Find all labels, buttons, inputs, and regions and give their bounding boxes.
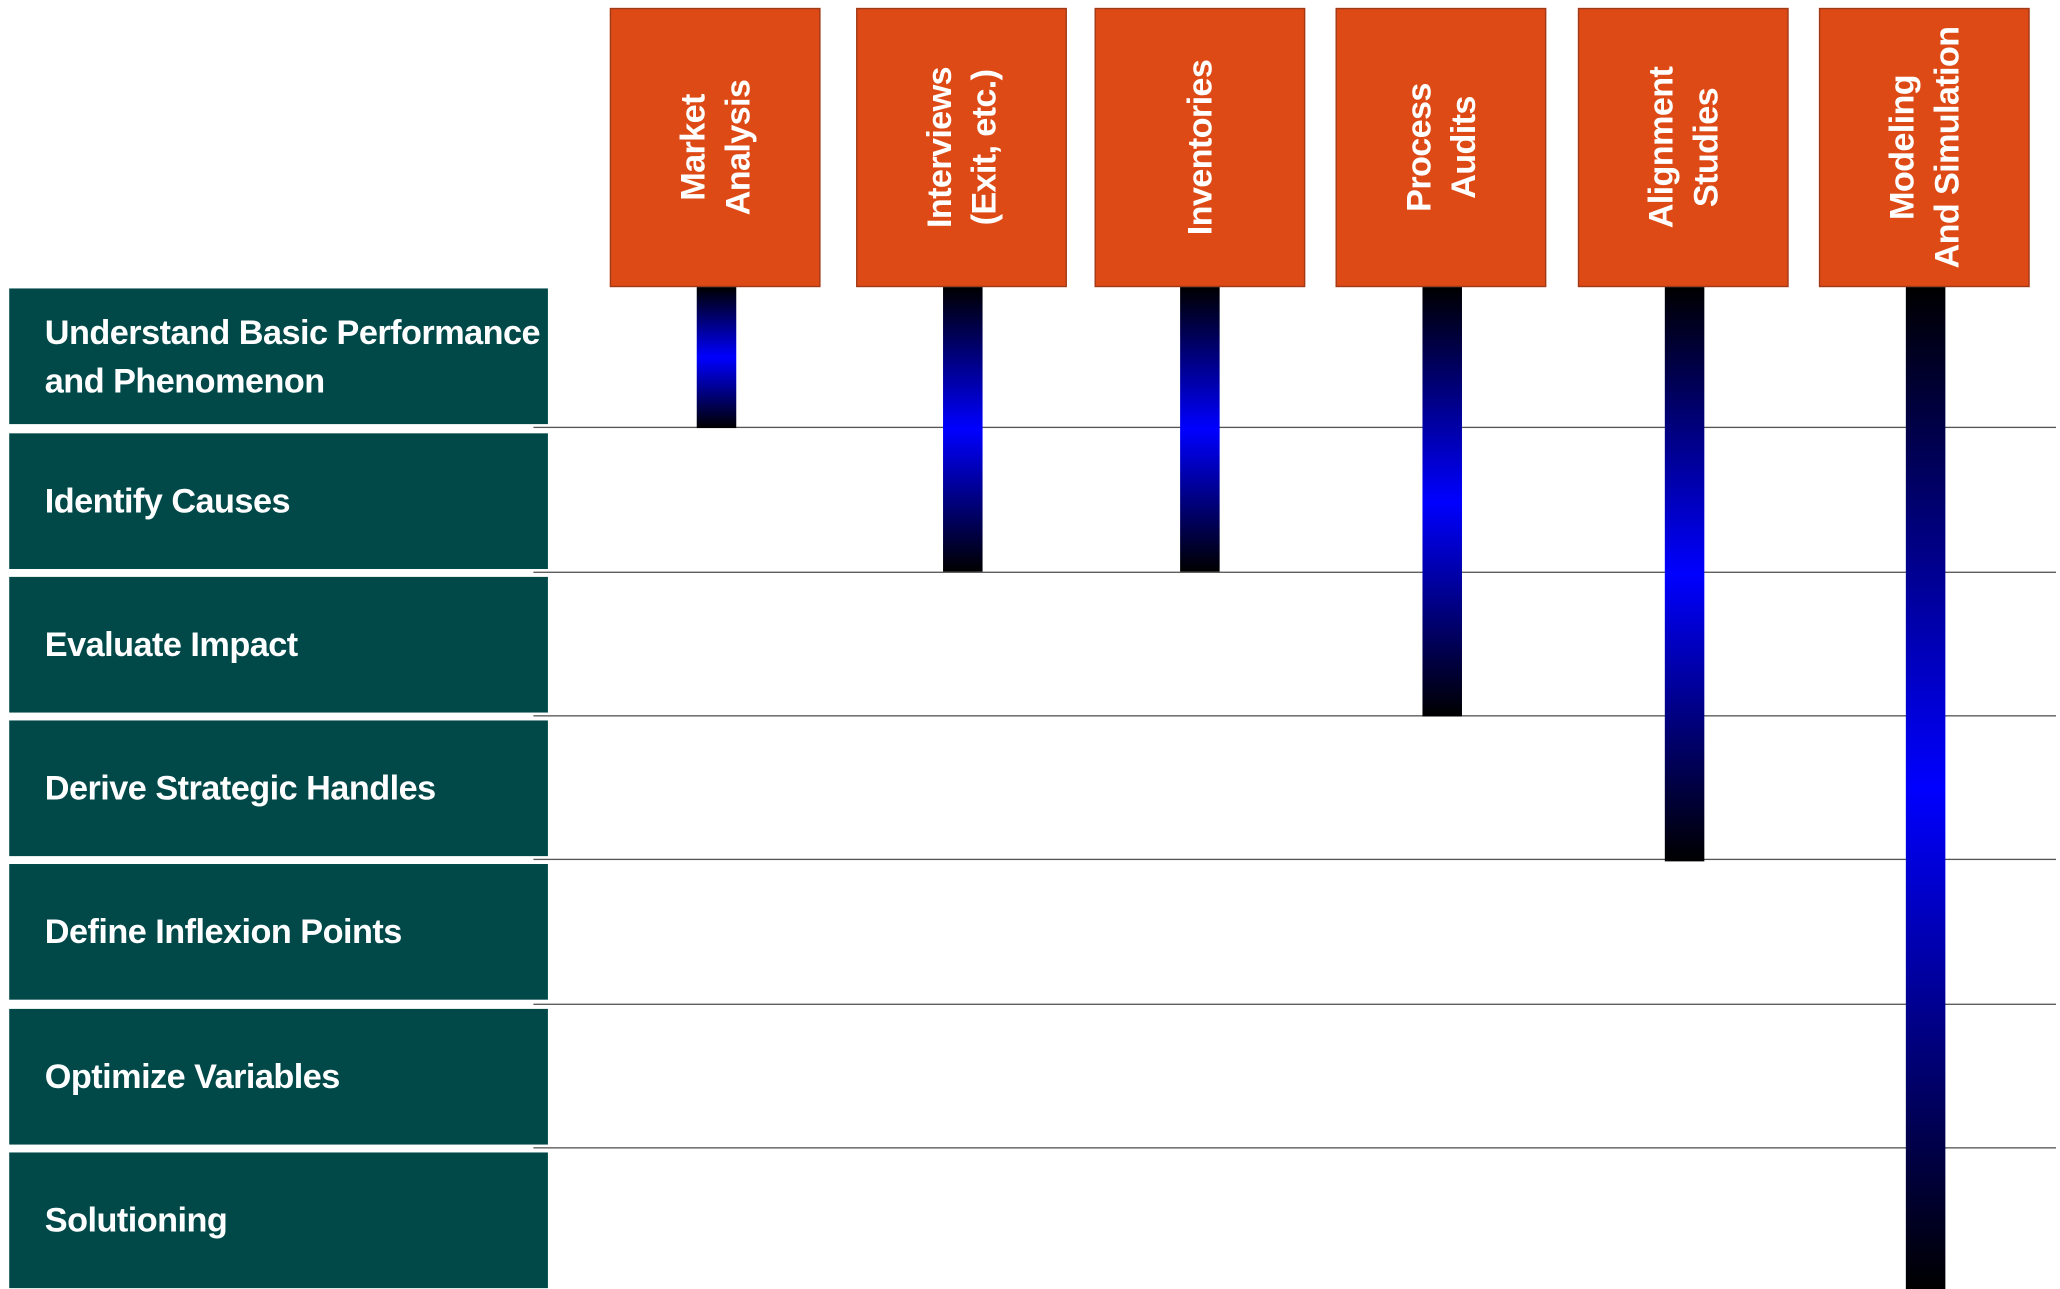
column-label-alignment-studies: Alignment Studies	[1641, 66, 1726, 229]
coverage-bar-modeling-simulation	[1905, 287, 1946, 1289]
coverage-bar-market-analysis	[696, 287, 737, 429]
row-header-define-inflexion-points: Define Inflexion Points	[9, 864, 548, 1000]
row-label-solutioning: Solutioning	[44, 1199, 228, 1240]
coverage-bar-alignment-studies	[1664, 287, 1705, 862]
row-header-evaluate-impact: Evaluate Impact	[9, 576, 548, 713]
row-divider	[533, 1147, 2056, 1149]
row-header-optimize-variables: Optimize Variables	[9, 1008, 548, 1145]
coverage-bar-interviews	[943, 287, 983, 572]
row-label-derive-strategic-handles: Derive Strategic Handles	[44, 767, 436, 808]
row-header-solutioning: Solutioning	[9, 1152, 548, 1289]
column-header-process-audits: Process Audits	[1335, 7, 1547, 288]
row-label-understand: Understand Basic Performance and Phenome…	[44, 311, 541, 400]
row-divider	[533, 858, 2056, 861]
row-divider	[533, 426, 2056, 429]
column-header-modeling-simulation: Modeling And Simulation	[1818, 7, 2030, 288]
column-header-alignment-studies: Alignment Studies	[1577, 7, 1789, 288]
row-label-evaluate-impact: Evaluate Impact	[44, 624, 298, 664]
row-divider	[533, 1003, 2056, 1005]
column-label-modeling-simulation: Modeling And Simulation	[1882, 26, 1967, 269]
column-label-market-analysis: Market Analysis	[673, 79, 758, 216]
coverage-bar-inventories	[1180, 287, 1220, 572]
column-label-process-audits: Process Audits	[1398, 83, 1484, 212]
column-header-interviews: Interviews (Exit, etc.)	[856, 7, 1067, 288]
column-label-inventories: Inventories	[1180, 59, 1220, 236]
row-label-optimize-variables: Optimize Variables	[44, 1056, 341, 1096]
row-label-define-inflexion-points: Define Inflexion Points	[44, 911, 403, 951]
column-header-market-analysis: Market Analysis	[609, 7, 821, 288]
column-label-interviews: Interviews (Exit, etc.)	[919, 67, 1004, 228]
row-header-derive-strategic-handles: Derive Strategic Handles	[9, 720, 548, 857]
row-divider	[533, 571, 2056, 573]
row-divider	[533, 715, 2056, 717]
coverage-bar-process-audits	[1422, 287, 1462, 717]
row-header-understand: Understand Basic Performance and Phenome…	[9, 288, 548, 425]
row-header-identify-causes: Identify Causes	[9, 433, 548, 569]
row-label-identify-causes: Identify Causes	[44, 480, 291, 521]
column-header-inventories: Inventories	[1094, 7, 1306, 288]
